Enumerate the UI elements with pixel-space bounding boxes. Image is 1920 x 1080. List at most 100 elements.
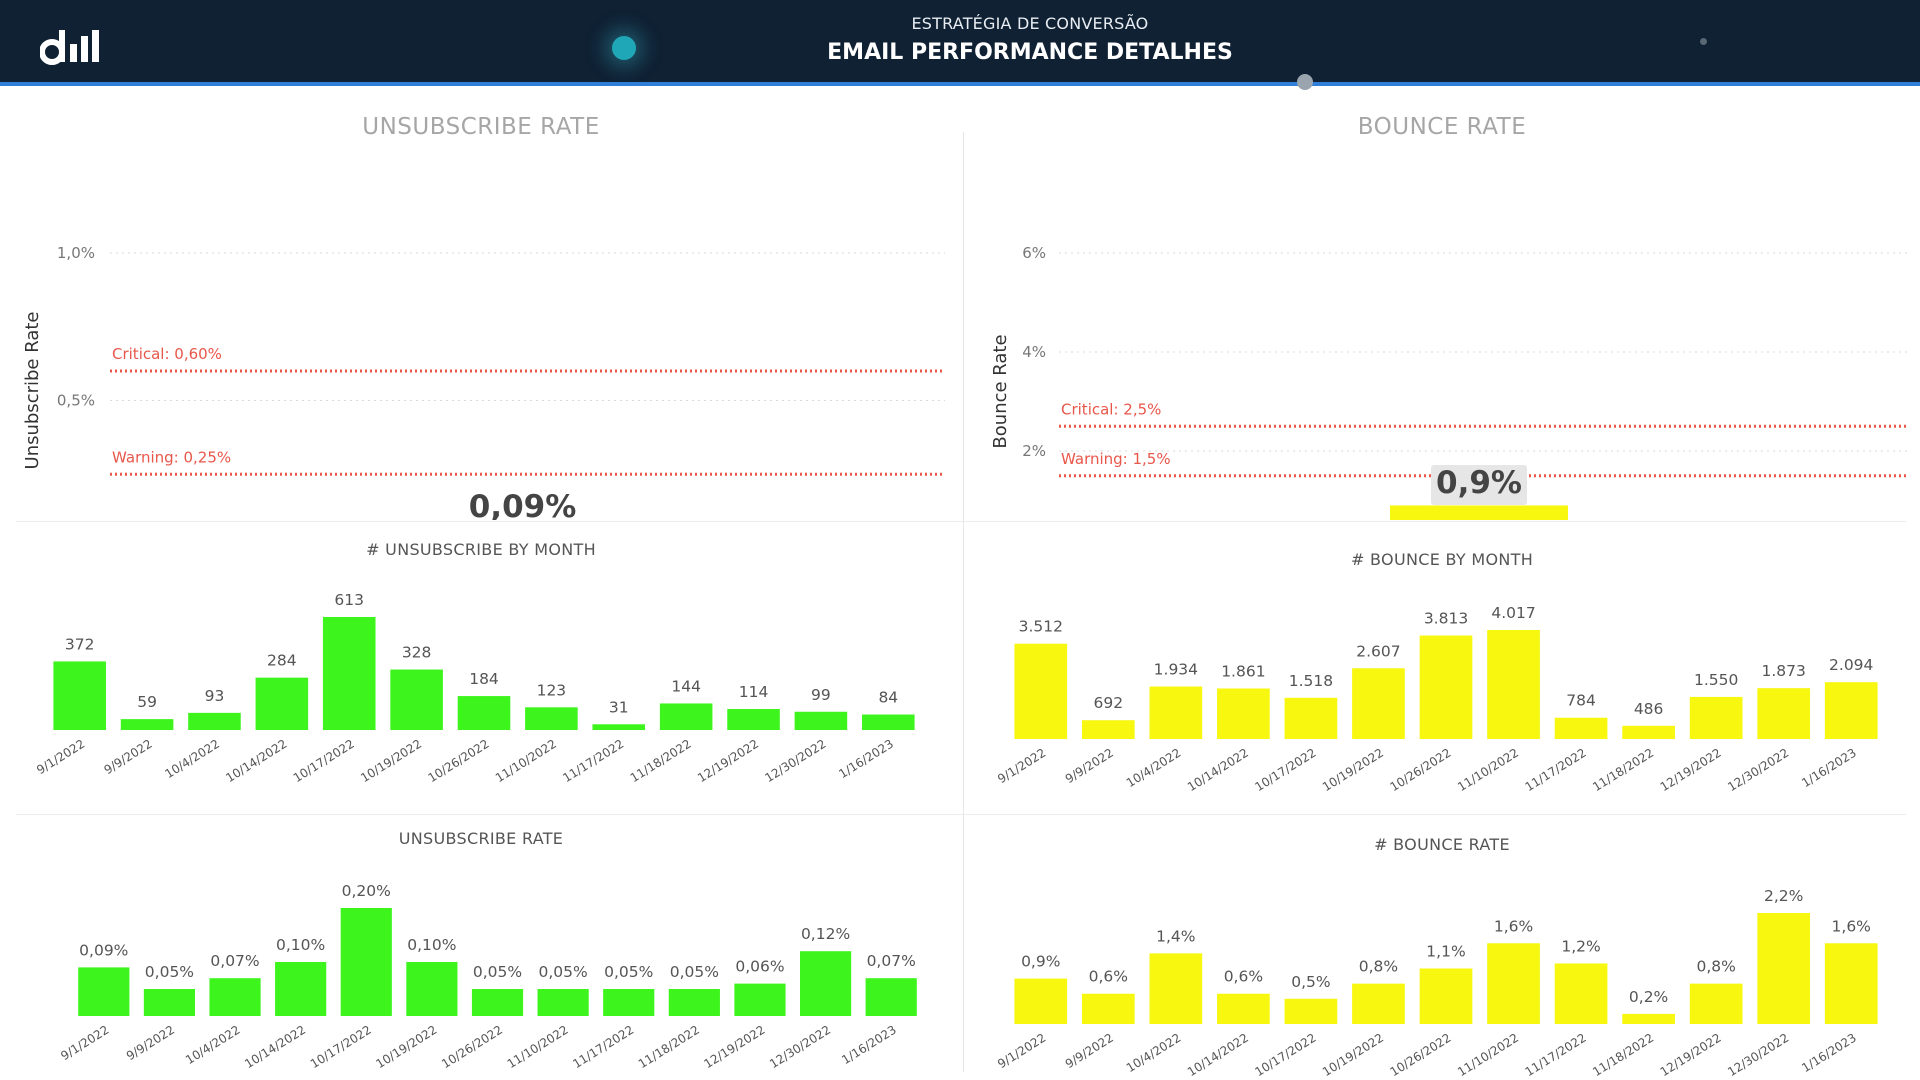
gauge-title: BOUNCE RATE	[1357, 114, 1527, 140]
bar	[1689, 983, 1743, 1024]
data-label: 2.094	[1829, 656, 1873, 674]
x-tick-label: 10/17/2022	[1252, 1031, 1318, 1080]
x-tick-label: 12/30/2022	[1725, 746, 1791, 795]
bar	[1081, 993, 1135, 1024]
value-bar	[1390, 505, 1568, 520]
bar	[209, 978, 261, 1016]
reference-line-label: Warning: 0,25%	[112, 448, 231, 466]
data-label: 0,6%	[1089, 968, 1128, 986]
data-label: 1,6%	[1832, 917, 1871, 935]
bar	[1487, 943, 1540, 1024]
x-tick-label: 12/19/2022	[1658, 746, 1724, 795]
unsubscribe-rate-gauge-panel[interactable]: UNSUBSCRIBE RATE 1,0%0,5%0,0%Unsubscribe…	[0, 90, 962, 520]
x-tick-label: 10/4/2022	[1124, 746, 1184, 790]
bar	[799, 951, 852, 1016]
bar	[865, 978, 917, 1016]
bar	[1217, 993, 1270, 1024]
data-label: 0,05%	[670, 963, 719, 981]
data-label: 1.518	[1289, 672, 1333, 690]
data-label: 0,10%	[276, 936, 325, 954]
x-tick-label: 10/14/2022	[223, 737, 289, 786]
bar	[592, 724, 646, 730]
data-label: 93	[205, 687, 225, 705]
bar	[1419, 968, 1473, 1024]
chart-title: # UNSUBSCRIBE BY MONTH	[366, 540, 596, 559]
bar	[1352, 983, 1405, 1024]
bounce-by-month-chart: 3.512 9/1/2022 692 9/9/2022 1.934 10/4/2022 1.…	[995, 604, 1878, 795]
unsubscribe-by-month-panel[interactable]: # UNSUBSCRIBE BY MONTH 372 9/1/2022 59 9/9/…	[0, 522, 962, 812]
data-label: 0,10%	[407, 936, 456, 954]
bar	[1419, 635, 1473, 739]
bar	[1824, 943, 1878, 1024]
x-tick-label: 10/4/2022	[162, 737, 222, 781]
data-label: 0,8%	[1359, 958, 1398, 976]
x-tick-label: 12/30/2022	[762, 737, 828, 786]
bar	[537, 989, 589, 1016]
bar	[457, 696, 511, 730]
bar	[1081, 720, 1135, 739]
data-label: 1.873	[1762, 662, 1806, 680]
bar	[525, 707, 578, 730]
x-tick-label: 10/4/2022	[183, 1023, 243, 1067]
bounce-rate-gauge-panel[interactable]: BOUNCE RATE 6%4%2%0%Bounce RateCritical:…	[964, 90, 1920, 520]
bar	[471, 989, 524, 1016]
bar	[1824, 682, 1878, 739]
y-tick-label: 6%	[1022, 244, 1046, 262]
x-tick-label: 11/10/2022	[1455, 1031, 1521, 1080]
bar	[1622, 1013, 1675, 1024]
x-tick-label: 11/18/2022	[636, 1023, 702, 1072]
bar	[1014, 978, 1068, 1024]
data-label: 3.813	[1424, 610, 1468, 628]
data-label: 1.550	[1694, 671, 1738, 689]
bar	[1622, 725, 1675, 739]
bar	[1217, 688, 1270, 739]
decorative-glow	[612, 36, 636, 60]
gauge-title: UNSUBSCRIBE RATE	[362, 114, 600, 140]
bar	[1689, 696, 1743, 739]
data-label: 0,07%	[210, 952, 259, 970]
bar	[78, 967, 130, 1016]
bounce-rate-by-month-panel[interactable]: # BOUNCE RATE 0,9% 9/1/2022 0,6% 9/9/2022 1,…	[964, 815, 1920, 1080]
data-label: 59	[137, 693, 157, 711]
bar	[255, 677, 309, 730]
data-label: 4.017	[1491, 604, 1535, 622]
row-divider	[16, 521, 1906, 522]
chart-title: # BOUNCE RATE	[1374, 835, 1510, 854]
x-tick-label: 1/16/2023	[1799, 746, 1859, 790]
x-tick-label: 12/19/2022	[1658, 1031, 1724, 1080]
y-tick-label: 1,0%	[57, 244, 95, 262]
x-tick-label: 12/30/2022	[767, 1023, 833, 1072]
x-tick-label: 10/14/2022	[242, 1023, 308, 1072]
x-tick-label: 11/17/2022	[1523, 1031, 1589, 1080]
data-label: 0,8%	[1696, 958, 1735, 976]
x-tick-label: 10/14/2022	[1185, 746, 1251, 795]
x-tick-label: 9/9/2022	[102, 737, 155, 777]
bounce-rate-by-month-chart: 0,9% 9/1/2022 0,6% 9/9/2022 1,4% 10/4/2022 0,6…	[995, 887, 1878, 1080]
reference-line-label: Warning: 1,5%	[1061, 450, 1171, 468]
dll-logo-icon	[40, 30, 99, 65]
x-tick-label: 11/17/2022	[560, 737, 626, 786]
reference-line-label: Critical: 0,60%	[112, 345, 222, 363]
bar	[120, 719, 174, 730]
value-label: 0,09%	[469, 489, 577, 520]
data-label: 31	[609, 698, 629, 716]
bar	[1149, 686, 1203, 739]
x-tick-label: 11/18/2022	[1590, 1031, 1656, 1080]
header-subtitle: ESTRATÉGIA DE CONVERSÃO	[911, 14, 1149, 33]
bounce-by-month-panel[interactable]: # BOUNCE BY MONTH 3.512 9/1/2022 692 9/9/20…	[964, 522, 1920, 812]
unsubscribe-by-month-chart: 372 9/1/2022 59 9/9/2022 93 10/4/2022 284 10/14…	[34, 591, 915, 786]
bar	[1487, 630, 1540, 739]
unsubscribe-rate-by-month-panel[interactable]: UNSUBSCRIBE RATE 0,09% 9/1/2022 0,05% 9/9/2…	[0, 815, 962, 1080]
x-tick-label: 10/19/2022	[1320, 746, 1386, 795]
data-label: 0,05%	[604, 963, 653, 981]
data-label: 1,1%	[1426, 943, 1465, 961]
x-tick-label: 12/30/2022	[1725, 1031, 1791, 1080]
x-tick-label: 9/1/2022	[34, 737, 87, 777]
y-axis-label: Bounce Rate	[990, 334, 1011, 448]
y-tick-label: 0,5%	[57, 392, 95, 410]
data-label: 0,07%	[867, 952, 916, 970]
bar	[1554, 717, 1608, 739]
x-tick-label: 10/4/2022	[1124, 1031, 1184, 1075]
data-label: 184	[469, 670, 499, 688]
data-label: 84	[878, 689, 898, 707]
